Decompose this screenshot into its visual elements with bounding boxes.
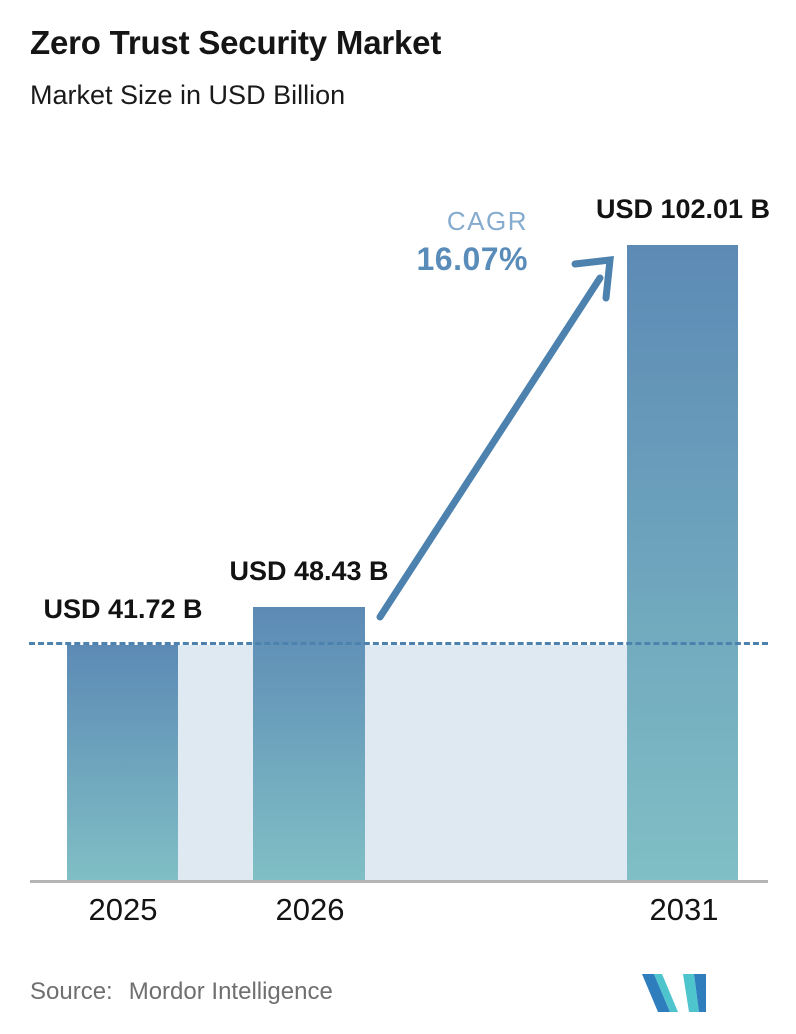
- source-line: Source: Mordor Intelligence: [30, 978, 333, 1006]
- x-tick-2025: 2025: [88, 892, 158, 927]
- source-label: Source:: [30, 978, 113, 1005]
- source-name: Mordor Intelligence: [128, 978, 333, 1005]
- bar-2025: [67, 645, 178, 881]
- reference-band: [67, 645, 738, 881]
- bar-2026: [253, 607, 365, 881]
- page-title: Zero Trust Security Market: [30, 24, 442, 61]
- value-label-2031: USD 102.01 B: [595, 194, 771, 224]
- page-subtitle: Market Size in USD Billion: [30, 80, 346, 110]
- cagr-value: 16.07%: [416, 241, 528, 277]
- bar-2031: [627, 245, 738, 881]
- cagr-annotation: CAGR 16.07%: [398, 206, 528, 278]
- x-axis-line: [30, 880, 768, 883]
- x-tick-2026: 2026: [275, 892, 345, 927]
- reference-dashed-line: [29, 642, 768, 645]
- x-tick-2031: 2031: [649, 892, 719, 927]
- value-label-2025: USD 41.72 B: [43, 594, 203, 624]
- value-label-2026: USD 48.43 B: [229, 556, 389, 586]
- mordor-intelligence-logo-icon: [642, 974, 706, 1012]
- cagr-label: CAGR: [446, 206, 528, 236]
